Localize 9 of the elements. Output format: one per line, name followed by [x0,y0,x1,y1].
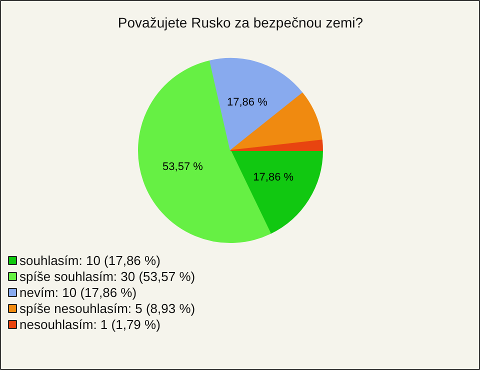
data-label: 17,86 % [227,96,268,109]
legend-label: nesouhlasím: 1 (1,79 %) [20,317,160,332]
legend-label: nevím: 10 (17,86 %) [20,285,137,300]
data-label: 17,86 % [253,171,294,184]
legend-label: spíše souhlasím: 30 (53,57 %) [20,269,196,284]
chart-title: Považujete Rusko za bezpečnou zemi? [118,14,364,30]
legend-label: souhlasím: 10 (17,86 %) [20,253,160,268]
legend-label: spíše nesouhlasím: 5 (8,93 %) [20,301,196,316]
data-label: 53,57 % [162,161,204,174]
